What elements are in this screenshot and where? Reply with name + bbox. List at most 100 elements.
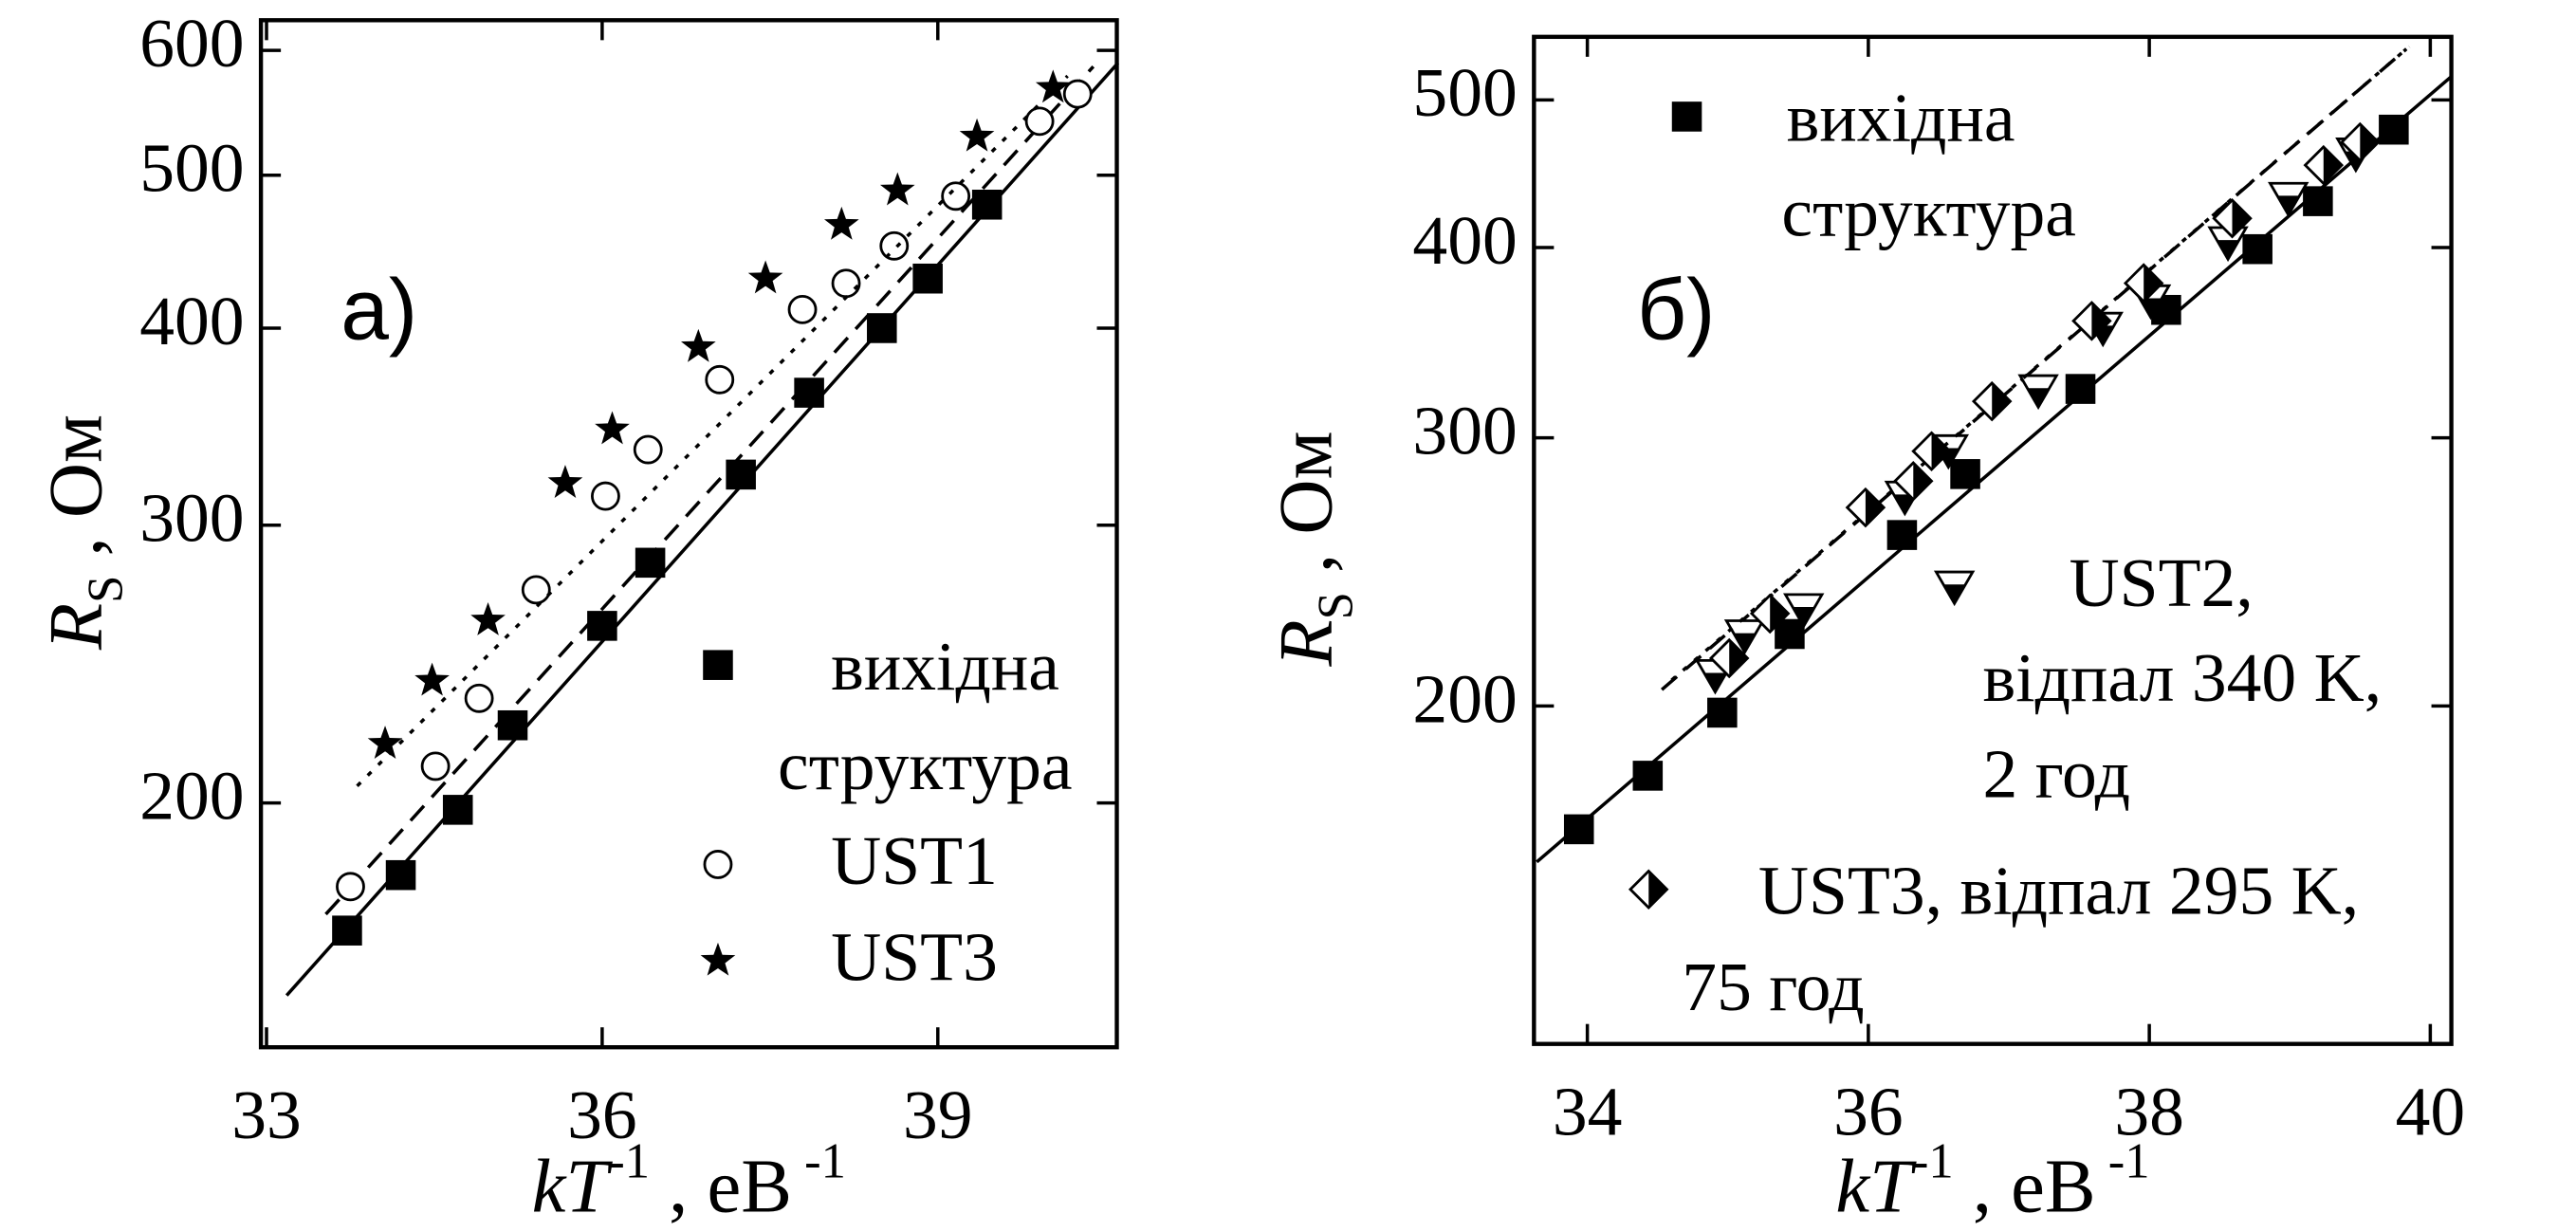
marker-star	[547, 465, 583, 498]
diamond-fill	[1913, 462, 1932, 500]
marker-square	[2379, 114, 2409, 145]
triangle-fill	[2027, 388, 2050, 408]
marker-square	[1775, 618, 1805, 650]
legend-marker	[1933, 570, 1976, 607]
legend-label: вихідна	[1787, 79, 2015, 156]
triangle-fill	[1893, 494, 1916, 514]
diamond-fill	[1865, 488, 1885, 526]
x-tick-label: 40	[2396, 1072, 2466, 1149]
legend-marker	[1628, 869, 1669, 910]
marker-square	[2065, 374, 2096, 404]
fit-line	[356, 74, 1069, 788]
x-tick-label: 33	[231, 1076, 302, 1153]
plot-frame	[258, 18, 1119, 1050]
x-tick-label: 36	[1833, 1072, 1904, 1149]
diamond-fill	[1648, 871, 1667, 909]
marker-star	[823, 206, 859, 240]
y-label-part: S	[1308, 592, 1363, 619]
marker-diamond	[2303, 144, 2345, 186]
legend-label: 75 год	[1682, 947, 1864, 1025]
marker-star	[414, 662, 450, 696]
marker-square	[1950, 459, 1980, 489]
y-tick-label: 600	[139, 4, 244, 82]
marker-circle	[705, 364, 735, 395]
marker-square	[1707, 697, 1738, 728]
y-label-part: , Ом	[33, 414, 118, 576]
legend-marker	[1671, 101, 1702, 132]
marker-square	[587, 611, 617, 641]
diamond-fill	[2360, 123, 2379, 161]
y-axis-label: RS , Ом	[1263, 431, 1364, 667]
marker-star	[367, 726, 403, 759]
x-axis-label: kT-1 , eB -1	[532, 1133, 846, 1227]
marker-circle	[831, 268, 861, 299]
legend-label: UST2,	[2070, 543, 2254, 621]
marker-diamond	[2123, 263, 2164, 303]
marker-diamond	[2340, 121, 2381, 163]
marker-circle	[787, 294, 818, 324]
y-axis-label: RS , Ом	[33, 414, 134, 651]
legend-label: 2 год	[1982, 735, 2130, 813]
y-tick-label: 200	[1412, 659, 1517, 737]
marker-square	[2242, 233, 2272, 265]
fit-line	[324, 64, 1095, 916]
diamond-fill	[2323, 146, 2343, 184]
triangle-fill	[1943, 584, 1966, 604]
marker-circle	[941, 181, 971, 211]
y-tick-label: 400	[1412, 201, 1517, 279]
marker-circle	[336, 872, 365, 902]
diamond-fill	[1770, 595, 1789, 633]
legend-marker	[703, 850, 733, 879]
x-tick-label: 36	[567, 1076, 637, 1153]
marker-circle	[591, 481, 620, 511]
marker-star	[959, 118, 995, 152]
triangle-fill	[2217, 240, 2239, 260]
x-tick-label: 39	[903, 1076, 973, 1153]
x-label-part: , eB	[650, 1144, 792, 1228]
x-label-part: -1	[608, 1133, 650, 1188]
marker-square	[497, 709, 528, 741]
marker-diamond	[1845, 487, 1886, 528]
y-label-part: R	[33, 603, 118, 651]
x-label-part: kT	[532, 1144, 614, 1228]
legend-label: UST3	[831, 917, 998, 995]
y-tick-label: 500	[1412, 53, 1517, 131]
marker-diamond	[1971, 380, 2013, 422]
marker-square	[635, 547, 666, 579]
legend-marker	[700, 942, 736, 976]
legend-label: структура	[1781, 173, 2076, 250]
marker-triangle	[1783, 593, 1825, 629]
marker-circle	[464, 683, 494, 713]
marker-diamond	[1708, 637, 1750, 679]
fit-line	[1670, 45, 2411, 682]
fit-line	[1660, 47, 2408, 691]
marker-square	[442, 795, 473, 825]
marker-square	[912, 263, 943, 294]
marker-square	[867, 313, 897, 343]
x-label-part: -1	[792, 1133, 846, 1188]
diamond-fill	[1992, 382, 2011, 420]
legend-label: UST3, відпал 295 K,	[1758, 851, 2359, 929]
y-label-part: R	[1263, 619, 1348, 667]
y-label-part: , Ом	[1263, 431, 1348, 592]
plot-frame	[1532, 34, 2454, 1046]
marker-square	[2303, 186, 2333, 216]
marker-star	[595, 411, 630, 445]
marker-star	[1035, 69, 1071, 103]
marker-square	[1886, 520, 1918, 550]
x-label-part: , eB	[1954, 1144, 2096, 1228]
marker-circle	[1062, 79, 1093, 109]
marker-circle	[633, 434, 663, 465]
y-label-part: S	[79, 576, 134, 603]
marker-square	[385, 859, 416, 891]
y-tick-label: 300	[139, 479, 244, 557]
marker-circle	[420, 751, 451, 781]
marker-circle	[521, 575, 551, 605]
marker-diamond	[2071, 301, 2112, 341]
diamond-fill	[2091, 303, 2110, 340]
marker-diamond	[1911, 431, 1952, 471]
diamond-fill	[2232, 199, 2251, 237]
diamond-fill	[1729, 639, 1748, 677]
y-tick-label: 200	[139, 756, 244, 834]
x-tick-label: 38	[2114, 1072, 2184, 1149]
